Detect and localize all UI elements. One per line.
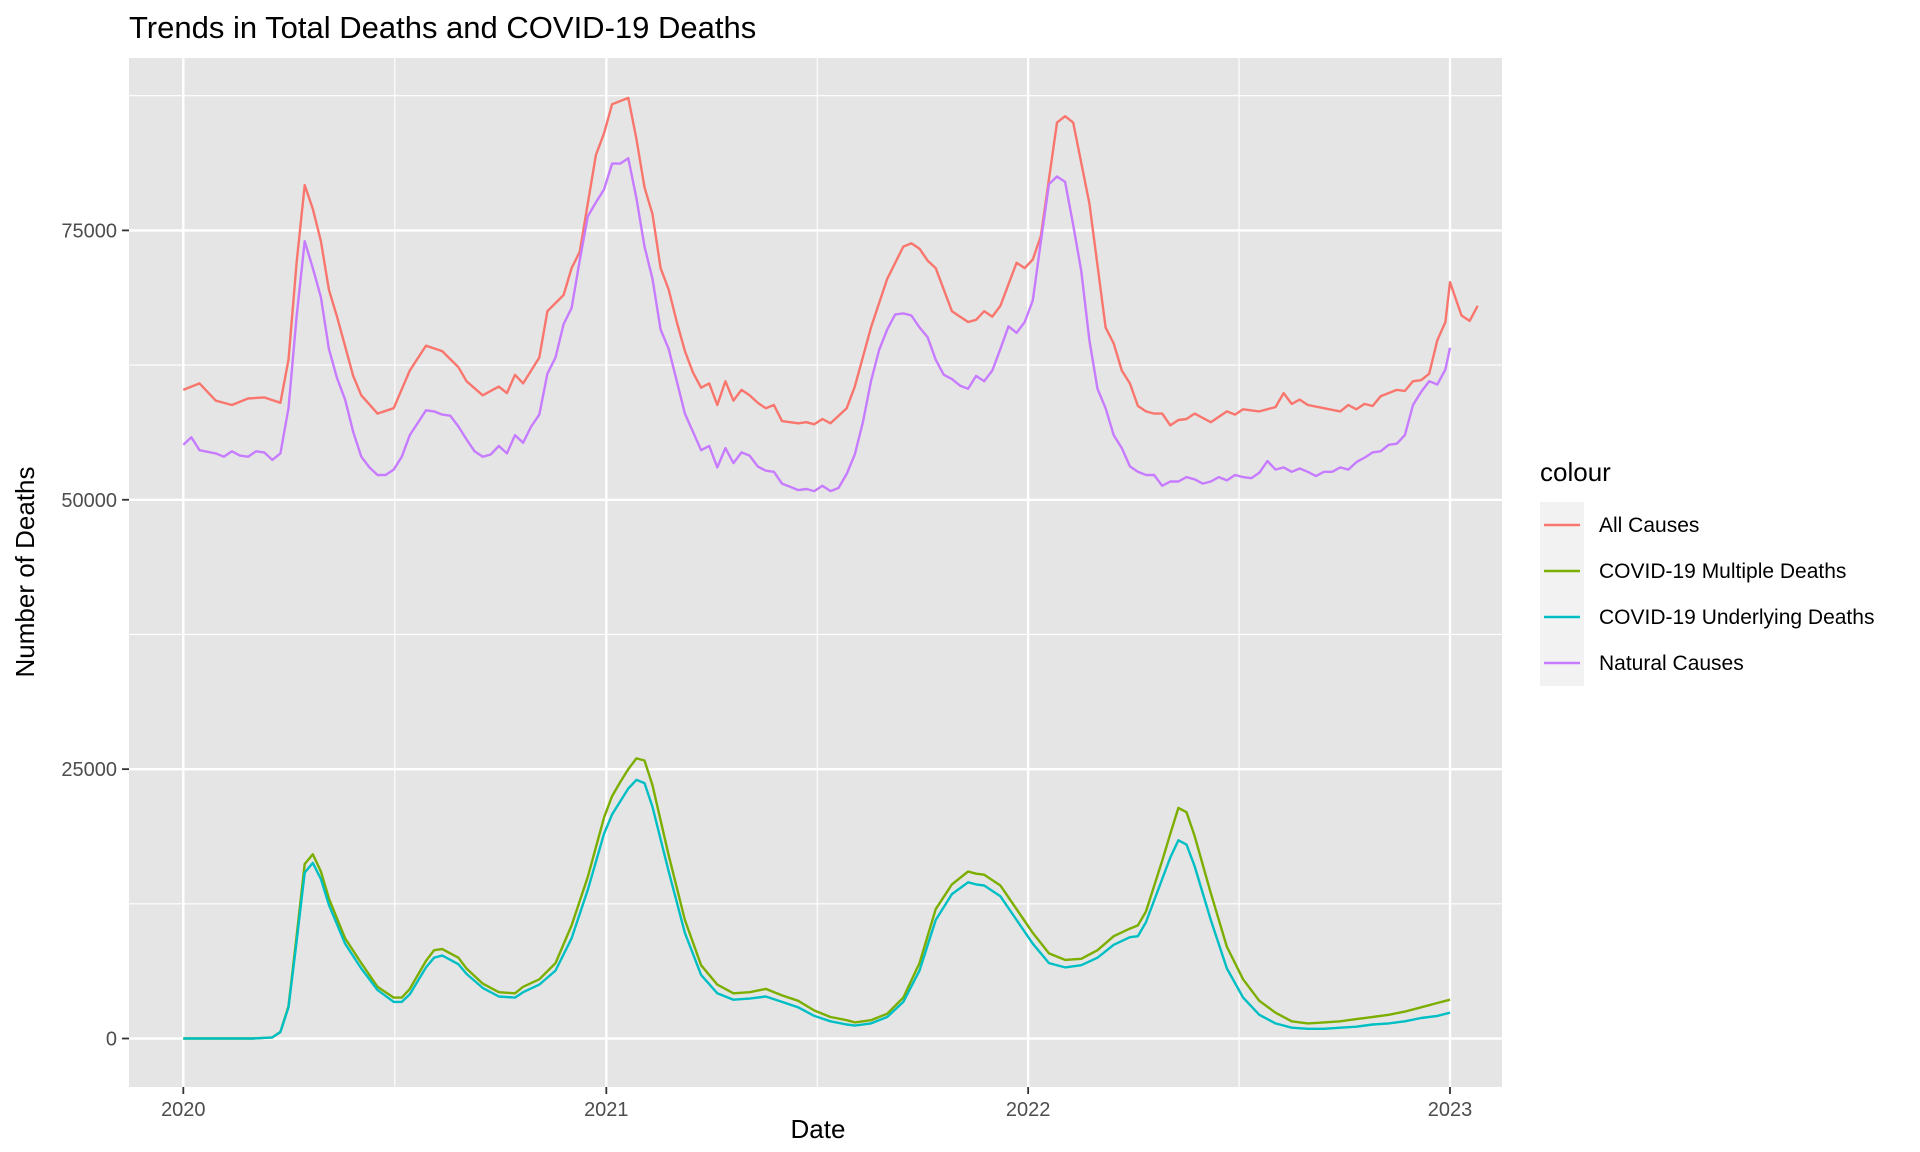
grid-major bbox=[129, 58, 1502, 1087]
series-lines bbox=[182, 96, 1479, 1040]
x-axis: 2020 2021 2022 2023 bbox=[161, 1087, 1472, 1121]
legend-label: All Causes bbox=[1599, 514, 1699, 537]
plot-panel bbox=[129, 58, 1502, 1087]
series-line-covid-19-underlying-deaths bbox=[183, 778, 1451, 1040]
y-tick-label: 50000 bbox=[61, 490, 117, 512]
y-axis: 0 25000 50000 75000 bbox=[61, 220, 129, 1051]
chart-title: Trends in Total Deaths and COVID-19 Deat… bbox=[129, 10, 756, 45]
series-line-covid-19-multiple-deaths bbox=[183, 757, 1451, 1040]
x-tick-label: 2021 bbox=[584, 1099, 629, 1121]
series-line-all-causes bbox=[182, 96, 1479, 427]
y-tick-label: 0 bbox=[106, 1029, 117, 1051]
y-tick-label: 25000 bbox=[61, 759, 117, 781]
series-line-natural-causes bbox=[182, 157, 1452, 493]
legend: colour All Causes COVID-19 Multiple Death… bbox=[1540, 457, 1874, 686]
legend-label: COVID-19 Underlying Deaths bbox=[1599, 606, 1874, 629]
x-tick-label: 2020 bbox=[161, 1099, 206, 1121]
x-tick-label: 2023 bbox=[1428, 1099, 1473, 1121]
x-axis-title: Date bbox=[791, 1114, 846, 1144]
x-tick-label: 2022 bbox=[1006, 1099, 1051, 1121]
y-tick-label: 75000 bbox=[61, 220, 117, 242]
y-axis-title: Number of Deaths bbox=[10, 467, 40, 678]
legend-label: COVID-19 Multiple Deaths bbox=[1599, 560, 1846, 583]
legend-label: Natural Causes bbox=[1599, 652, 1744, 675]
legend-title: colour bbox=[1540, 457, 1611, 487]
